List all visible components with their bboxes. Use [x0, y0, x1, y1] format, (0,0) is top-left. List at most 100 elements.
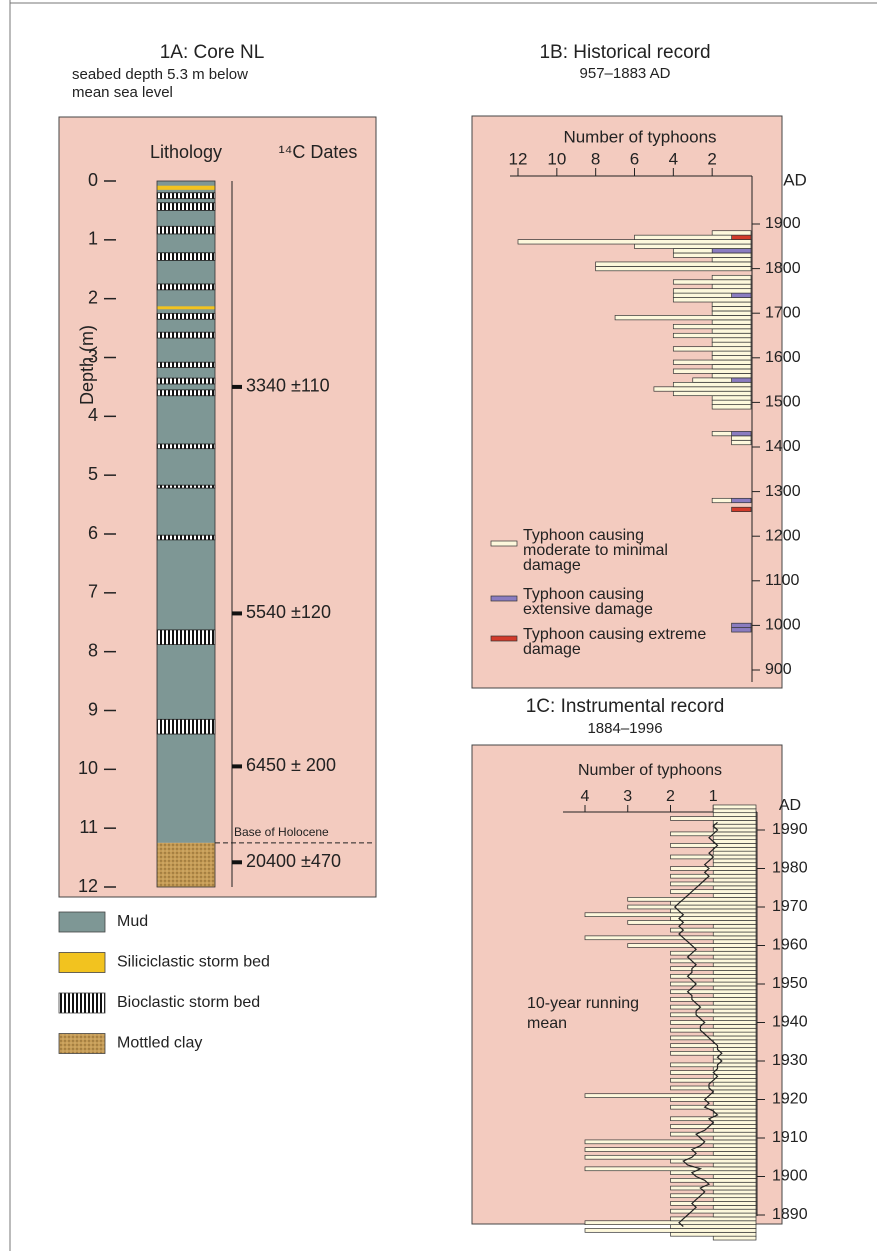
- column-label: Lithology: [150, 142, 222, 162]
- bar: [713, 1236, 756, 1240]
- bar: [713, 836, 756, 840]
- legend-swatch: [59, 993, 105, 1013]
- x-axis-label: Number of typhoons: [563, 127, 716, 146]
- y-tick-label: 1980: [772, 860, 808, 877]
- y-tick-label: 2: [88, 287, 98, 307]
- bar: [628, 897, 756, 901]
- bar: [635, 244, 752, 248]
- bar: [671, 1044, 757, 1048]
- bar: [712, 342, 751, 346]
- y-tick-label: 1900: [772, 1168, 808, 1185]
- bar: [713, 924, 756, 928]
- bar: [713, 978, 756, 982]
- bar: [713, 963, 756, 967]
- y-tick-label: 1910: [772, 1129, 808, 1146]
- bar: [671, 867, 757, 871]
- bar: [673, 280, 751, 284]
- bar: [713, 1163, 756, 1167]
- legend-swatch: [59, 912, 105, 932]
- x-tick-label: 3: [623, 788, 632, 805]
- core-layer: [157, 306, 215, 309]
- x-tick-label: 8: [591, 149, 600, 168]
- chart-title: 1B: Historical record: [539, 42, 710, 63]
- bar: [732, 628, 751, 632]
- bar: [671, 974, 757, 978]
- date-label: 20400 ±470: [246, 851, 341, 871]
- bar: [671, 1209, 757, 1213]
- core-layer: [157, 193, 215, 199]
- y-tick-label: 1000: [765, 617, 801, 634]
- bar: [712, 373, 751, 377]
- figure: 1A: Core NL Lithology ¹⁴C Dates Depth (m…: [0, 0, 877, 1251]
- y-tick-label: 7: [88, 582, 98, 602]
- chart-subtitle: seabed depth 5.3 m below mean sea level: [72, 66, 262, 102]
- y-axis-label: AD: [783, 170, 807, 189]
- bar: [712, 275, 751, 279]
- chart-title: 1A: Core NL: [160, 42, 265, 63]
- bar: [712, 257, 751, 261]
- bar: [585, 1228, 756, 1232]
- bar: [693, 378, 732, 382]
- y-tick-label: 1500: [765, 394, 801, 411]
- bar: [712, 249, 751, 253]
- y-tick-label: 900: [765, 661, 792, 678]
- annotation: 10-year running mean: [527, 994, 657, 1034]
- bar: [732, 440, 751, 444]
- bar: [713, 870, 756, 874]
- bar: [713, 847, 756, 851]
- bar: [671, 1028, 757, 1032]
- bar: [713, 1074, 756, 1078]
- bar: [713, 805, 756, 809]
- bar: [713, 1024, 756, 1028]
- bar: [596, 262, 751, 266]
- bar: [713, 1113, 756, 1117]
- bar: [712, 405, 751, 409]
- bar: [713, 1190, 756, 1194]
- x-tick-label: 2: [666, 788, 675, 805]
- legend-label: Typhoon causing extreme damage: [523, 627, 708, 657]
- bar: [732, 507, 751, 511]
- bar: [713, 820, 756, 824]
- core-layer: [157, 535, 215, 540]
- y-tick-label: 1300: [765, 483, 801, 500]
- legend-swatch: [491, 541, 517, 546]
- bar: [585, 1221, 756, 1225]
- bar: [585, 1140, 756, 1144]
- x-tick-label: 12: [509, 149, 528, 168]
- bar: [713, 947, 756, 951]
- core-layer: [157, 444, 215, 449]
- bar: [713, 1213, 756, 1217]
- bar: [713, 1017, 756, 1021]
- bar: [713, 1182, 756, 1186]
- y-tick-label: 12: [78, 876, 98, 896]
- y-tick-label: 1950: [772, 975, 808, 992]
- y-tick-label: 1600: [765, 349, 801, 366]
- bar: [713, 813, 756, 817]
- y-tick-label: 1920: [772, 1091, 808, 1108]
- bar: [713, 1067, 756, 1071]
- bar: [671, 1005, 757, 1009]
- bar: [713, 1144, 756, 1148]
- y-tick-label: 9: [88, 699, 98, 719]
- bar: [712, 396, 751, 400]
- bar: [673, 253, 751, 257]
- bar: [673, 360, 751, 364]
- bar: [673, 391, 751, 395]
- bar: [713, 1198, 756, 1202]
- bar: [713, 1175, 756, 1179]
- bar: [712, 307, 751, 311]
- bar: [673, 289, 751, 293]
- bar: [713, 1040, 756, 1044]
- legend-swatch: [59, 953, 105, 973]
- bar: [713, 840, 756, 844]
- bar: [673, 249, 712, 253]
- bar: [671, 1232, 757, 1236]
- bar: [671, 917, 757, 921]
- y-tick-label: 1930: [772, 1052, 808, 1069]
- bar: [671, 967, 757, 971]
- bar: [671, 982, 757, 986]
- core-layer: [157, 485, 215, 488]
- bar: [671, 890, 757, 894]
- bar: [712, 356, 751, 360]
- bar: [671, 909, 757, 913]
